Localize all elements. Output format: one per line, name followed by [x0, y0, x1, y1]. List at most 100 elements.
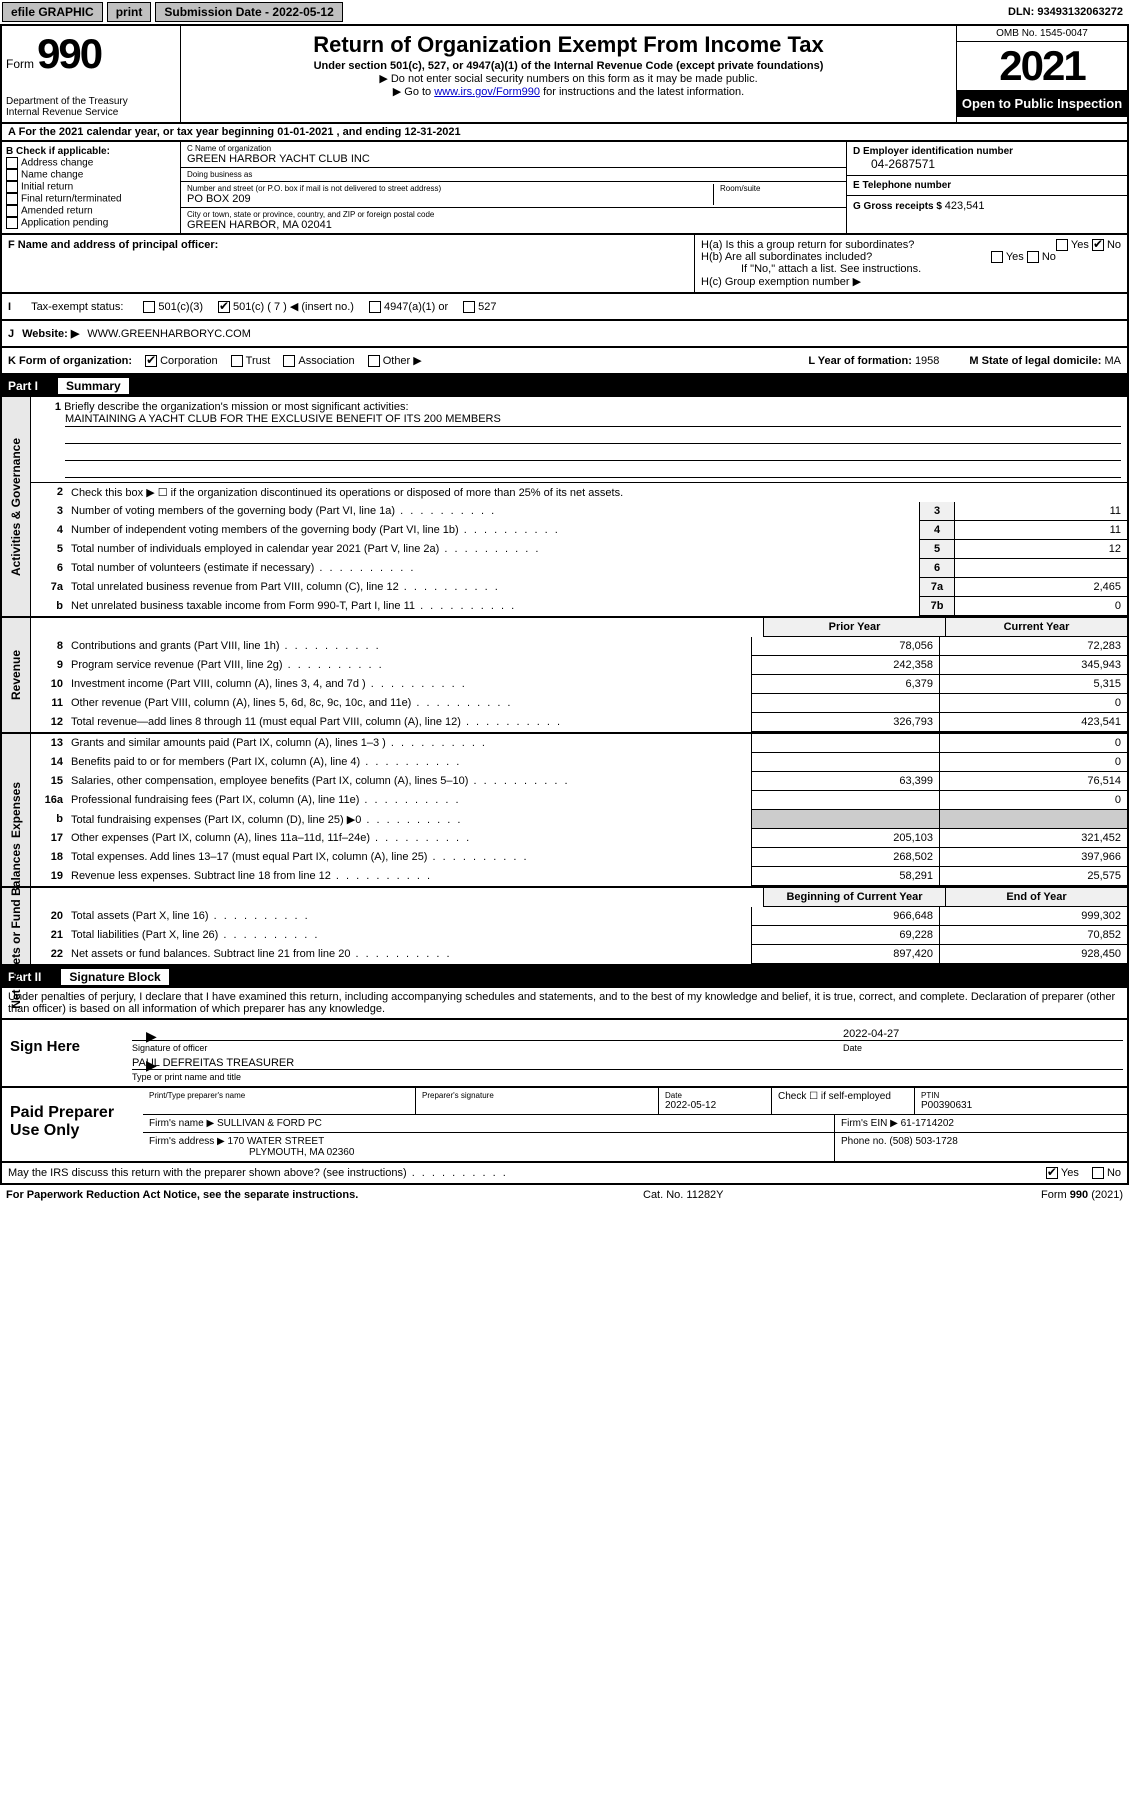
firm-ein-lbl: Firm's EIN ▶: [841, 1118, 901, 1129]
m-label: M State of legal domicile:: [969, 355, 1104, 367]
line-desc: Total number of volunteers (estimate if …: [67, 559, 919, 578]
line-current: 70,852: [939, 926, 1127, 945]
tab-expenses-label: Expenses: [9, 782, 23, 838]
discuss-yes: Yes: [1061, 1167, 1079, 1179]
tab-net-assets: Net Assets or Fund Balances: [2, 888, 31, 964]
cb-address-change[interactable]: [6, 157, 18, 169]
line-box: 7b: [919, 597, 954, 616]
line-desc: Total revenue—add lines 8 through 11 (mu…: [67, 713, 751, 732]
line-num: 10: [31, 675, 67, 694]
line-desc: Total liabilities (Part X, line 26): [67, 926, 751, 945]
hdr-current: Current Year: [945, 618, 1127, 637]
f-label: F Name and address of principal officer:: [8, 239, 218, 251]
col-de: D Employer identification number 04-2687…: [846, 142, 1127, 233]
data-line: 16aProfessional fundraising fees (Part I…: [31, 791, 1127, 810]
line-desc: Net assets or fund balances. Subtract li…: [67, 945, 751, 964]
line-current: 397,966: [939, 848, 1127, 867]
cb-other[interactable]: [368, 355, 380, 367]
website-label: Website: ▶: [22, 327, 79, 340]
net-header: Beginning of Current Year End of Year: [31, 888, 1127, 907]
c-city-lbl: City or town, state or province, country…: [187, 210, 840, 219]
cb-501c[interactable]: [218, 301, 230, 313]
cb-527[interactable]: [463, 301, 475, 313]
row-a-tax-year: A For the 2021 calendar year, or tax yea…: [0, 124, 1129, 142]
firm-name-val: SULLIVAN & FORD PC: [217, 1118, 322, 1129]
line-val: 0: [954, 597, 1127, 616]
preparer-block: Paid Preparer Use Only Print/Type prepar…: [0, 1088, 1129, 1163]
hb-yes-cb[interactable]: [991, 251, 1003, 263]
tab-governance: Activities & Governance: [2, 397, 31, 616]
line-num: 14: [31, 753, 67, 772]
mission-blank-2: [65, 446, 1121, 461]
opt-trust: Trust: [246, 355, 271, 367]
officer-name: PAUL DEFREITAS TREASURER: [132, 1057, 1123, 1069]
ha-no-cb[interactable]: [1092, 239, 1104, 251]
exp-section: Expenses 13Grants and similar amounts pa…: [0, 734, 1129, 888]
hc-row: H(c) Group exemption number ▶: [701, 275, 1121, 288]
row-a-end: 12-31-2021: [404, 126, 460, 138]
firm-addr-val1: 170 WATER STREET: [228, 1136, 325, 1147]
discuss-yes-cb[interactable]: [1046, 1167, 1058, 1179]
preparer-label: Paid Preparer Use Only: [2, 1088, 143, 1161]
form990-link[interactable]: www.irs.gov/Form990: [434, 86, 540, 98]
prep-row-3: Firm's address ▶ 170 WATER STREET PLYMOU…: [143, 1133, 1127, 1161]
data-line: 21Total liabilities (Part X, line 26)69,…: [31, 926, 1127, 945]
e-phone-row: E Telephone number: [847, 176, 1127, 196]
c-name-row: C Name of organization GREEN HARBOR YACH…: [181, 142, 846, 168]
cb-501c3[interactable]: [143, 301, 155, 313]
data-line: 17Other expenses (Part IX, column (A), l…: [31, 829, 1127, 848]
cb-initial-return[interactable]: [6, 181, 18, 193]
cb-assoc[interactable]: [283, 355, 295, 367]
discuss-no-cb[interactable]: [1092, 1167, 1104, 1179]
gov-line: bNet unrelated business taxable income f…: [31, 597, 1127, 616]
col-b-label: B Check if applicable:: [6, 146, 176, 157]
d-ein-row: D Employer identification number 04-2687…: [847, 142, 1127, 176]
c-dba-lbl: Doing business as: [187, 170, 840, 179]
prep-date-lbl: Date: [665, 1091, 765, 1100]
tab-revenue: Revenue: [2, 618, 31, 732]
data-line: 19Revenue less expenses. Subtract line 1…: [31, 867, 1127, 886]
line-desc: Benefits paid to or for members (Part IX…: [67, 753, 751, 772]
cb-trust[interactable]: [231, 355, 243, 367]
d-ein-lbl: D Employer identification number: [853, 146, 1121, 157]
data-line: bTotal fundraising expenses (Part IX, co…: [31, 810, 1127, 829]
hdr-end: End of Year: [945, 888, 1127, 907]
cb-name-change[interactable]: [6, 169, 18, 181]
i-status-row: I Tax-exempt status: 501(c)(3) 501(c) ( …: [0, 294, 1129, 321]
hb-no: No: [1042, 251, 1056, 263]
line-prior: 326,793: [751, 713, 939, 732]
print-button[interactable]: print: [107, 2, 152, 22]
line-desc: Grants and similar amounts paid (Part IX…: [67, 734, 751, 753]
cb-application-pending[interactable]: [6, 217, 18, 229]
efile-button[interactable]: efile GRAPHIC: [2, 2, 103, 22]
top-toolbar: efile GRAPHIC print Submission Date - 20…: [0, 0, 1129, 26]
discuss-no: No: [1107, 1167, 1121, 1179]
line-num: 21: [31, 926, 67, 945]
block-entity-info: B Check if applicable: Address change Na…: [0, 142, 1129, 235]
prep-date-val: 2022-05-12: [665, 1100, 765, 1111]
ha-yes-cb[interactable]: [1056, 239, 1068, 251]
ha-yes: Yes: [1071, 239, 1089, 251]
cb-final-return[interactable]: [6, 193, 18, 205]
line-num: 4: [31, 521, 67, 540]
hb-label: H(b) Are all subordinates included?: [701, 251, 872, 263]
cb-amended-return[interactable]: [6, 205, 18, 217]
line-current: 321,452: [939, 829, 1127, 848]
opt-501c3: 501(c)(3): [158, 301, 203, 313]
line-box: 7a: [919, 578, 954, 597]
line-prior: 69,228: [751, 926, 939, 945]
website-value: WWW.GREENHARBORYC.COM: [87, 328, 251, 340]
cb-4947[interactable]: [369, 301, 381, 313]
line-prior: [751, 694, 939, 713]
opt-other: Other ▶: [383, 355, 422, 367]
hb-no-cb[interactable]: [1027, 251, 1039, 263]
data-line: 15Salaries, other compensation, employee…: [31, 772, 1127, 791]
hb-row: H(b) Are all subordinates included? Yes …: [701, 251, 1121, 263]
h-group: H(a) Is this a group return for subordin…: [694, 235, 1127, 292]
line-num: 12: [31, 713, 67, 732]
col-c: C Name of organization GREEN HARBOR YACH…: [181, 142, 846, 233]
cb-corp[interactable]: [145, 355, 157, 367]
line-desc: Salaries, other compensation, employee b…: [67, 772, 751, 791]
line-prior: 897,420: [751, 945, 939, 964]
sig-caption: Signature of officer: [132, 1043, 843, 1053]
